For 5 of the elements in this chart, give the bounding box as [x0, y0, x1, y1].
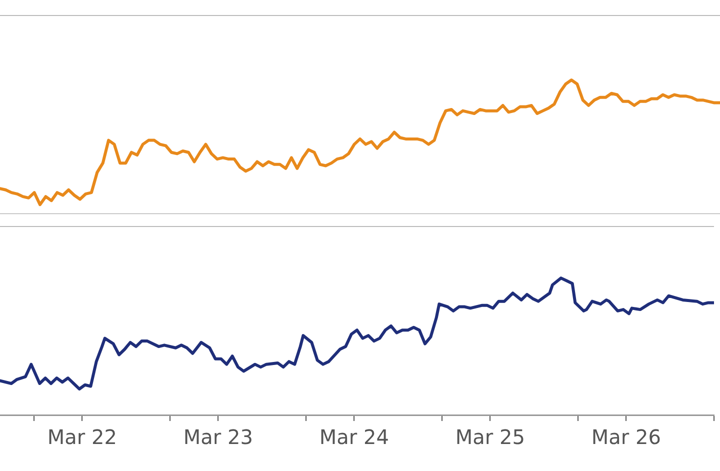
x-tick-label: Mar 26: [591, 425, 661, 450]
x-tick-label: Mar 24: [319, 425, 389, 450]
x-tick-label: Mar 23: [183, 425, 253, 450]
x-tick-label: Mar 22: [47, 425, 117, 450]
x-tick-label: Mar 25: [455, 425, 525, 450]
